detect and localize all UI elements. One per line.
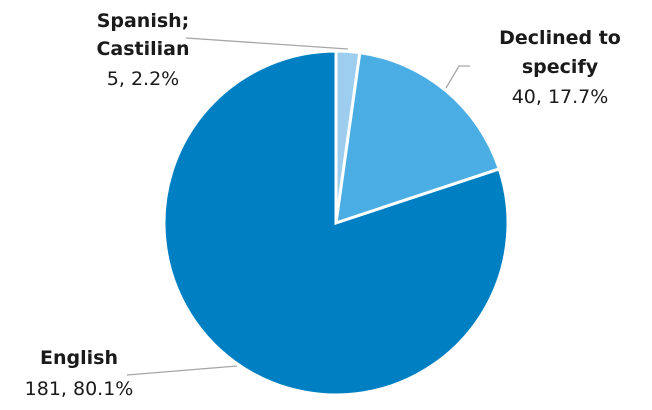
leader-lines-layer: [126, 37, 470, 376]
labels-layer: Spanish; Castilian 5, 2.2% Declined to speci…: [25, 10, 621, 400]
slice-label-declined-to-specify-line-2: specify: [522, 56, 599, 78]
leader-line-english: [126, 365, 238, 376]
pie-slice-declined-to-specify: [334, 50, 502, 226]
slice-label-declined-to-specify-line-1: Declined to: [499, 27, 621, 49]
leader-line-spanish-castilian: [185, 37, 349, 50]
slice-value-label-english: 181, 80.1%: [25, 378, 134, 400]
pie-slice-english: [162, 49, 510, 397]
slice-label-spanish-castilian-line-2: Castilian: [96, 38, 189, 60]
leader-line-declined-to-specify: [445, 65, 470, 89]
slice-value-label-spanish-castilian: 5, 2.2%: [107, 68, 179, 90]
slice-label-english: English: [40, 347, 118, 369]
slices-layer: [162, 49, 510, 397]
slice-label-spanish-castilian-line-1: Spanish;: [97, 10, 190, 32]
slice-value-label-declined-to-specify: 40, 17.7%: [512, 86, 609, 108]
